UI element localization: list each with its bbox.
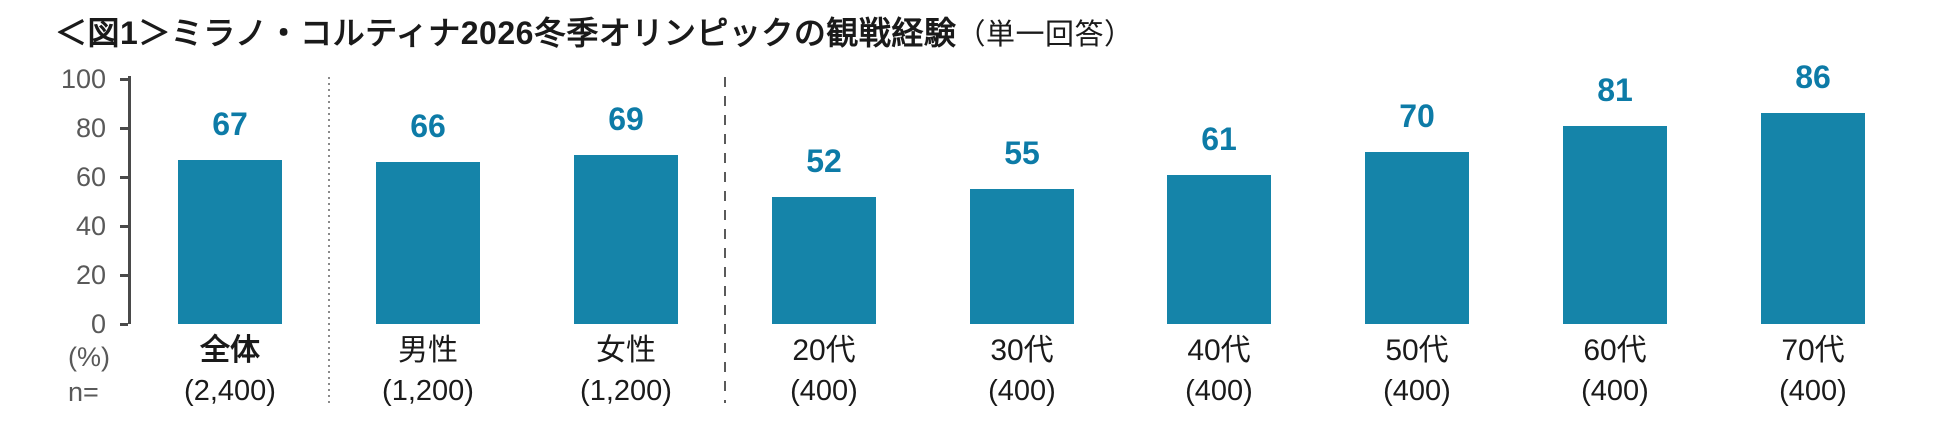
n-prefix-label: n=: [68, 377, 99, 407]
bar: [1563, 126, 1667, 324]
n-label: (400): [790, 375, 858, 407]
n-label: (2,400): [184, 375, 276, 407]
bar-value-label: 55: [1004, 135, 1040, 171]
y-tick-mark: [120, 176, 128, 179]
bar: [376, 162, 480, 324]
bar: [1761, 113, 1865, 324]
y-axis-line: [128, 76, 131, 324]
n-label: (400): [1581, 375, 1649, 407]
group-separator-dashed: [724, 77, 726, 403]
bar-value-label: 61: [1201, 121, 1237, 157]
category-label: 20代: [792, 334, 856, 367]
category-label: 女性: [596, 334, 656, 367]
category-label: 全体: [200, 334, 260, 367]
bar: [772, 197, 876, 324]
bar-value-label: 86: [1795, 59, 1831, 95]
y-tick-label: 0: [90, 309, 106, 339]
chart-title: ＜図1＞ミラノ・コルティナ2026冬季オリンピックの観戦経験（単一回答）: [55, 8, 1133, 54]
n-label: (400): [1383, 375, 1451, 407]
n-label: (1,200): [382, 375, 474, 407]
n-label: (400): [1185, 375, 1253, 407]
chart-title-suffix: （単一回答）: [956, 19, 1134, 51]
category-label: 40代: [1187, 334, 1251, 367]
bar: [1167, 175, 1271, 324]
y-tick-mark: [120, 323, 128, 326]
bar-value-label: 70: [1399, 98, 1435, 134]
category-label: 30代: [990, 334, 1054, 367]
y-tick-label: 60: [75, 162, 106, 192]
bar-value-label: 67: [212, 106, 248, 142]
y-tick-label: 80: [75, 113, 106, 143]
category-label: 男性: [398, 334, 458, 367]
bar-value-label: 52: [806, 143, 842, 179]
category-label: 60代: [1583, 334, 1647, 367]
category-label: 50代: [1385, 334, 1449, 367]
y-tick-label: 20: [75, 260, 106, 290]
y-tick-mark: [120, 225, 128, 228]
chart-title-main: ＜図1＞ミラノ・コルティナ2026冬季オリンピックの観戦経験: [55, 15, 957, 51]
percent-unit-label: (%): [68, 342, 110, 372]
n-label: (1,200): [580, 375, 672, 407]
y-tick-mark: [120, 78, 128, 81]
n-label: (400): [988, 375, 1056, 407]
y-tick-mark: [120, 127, 128, 130]
bar: [574, 155, 678, 324]
bar-value-label: 69: [608, 101, 644, 137]
bar: [1365, 152, 1469, 324]
bar: [970, 189, 1074, 324]
bar-value-label: 66: [410, 108, 446, 144]
bar-value-label: 81: [1597, 72, 1633, 108]
group-separator-dotted: [328, 77, 330, 403]
y-tick-mark: [120, 274, 128, 277]
category-label: 70代: [1781, 334, 1845, 367]
bar: [178, 160, 282, 324]
y-tick-label: 100: [60, 64, 106, 94]
y-tick-label: 40: [75, 211, 106, 241]
n-label: (400): [1779, 375, 1847, 407]
